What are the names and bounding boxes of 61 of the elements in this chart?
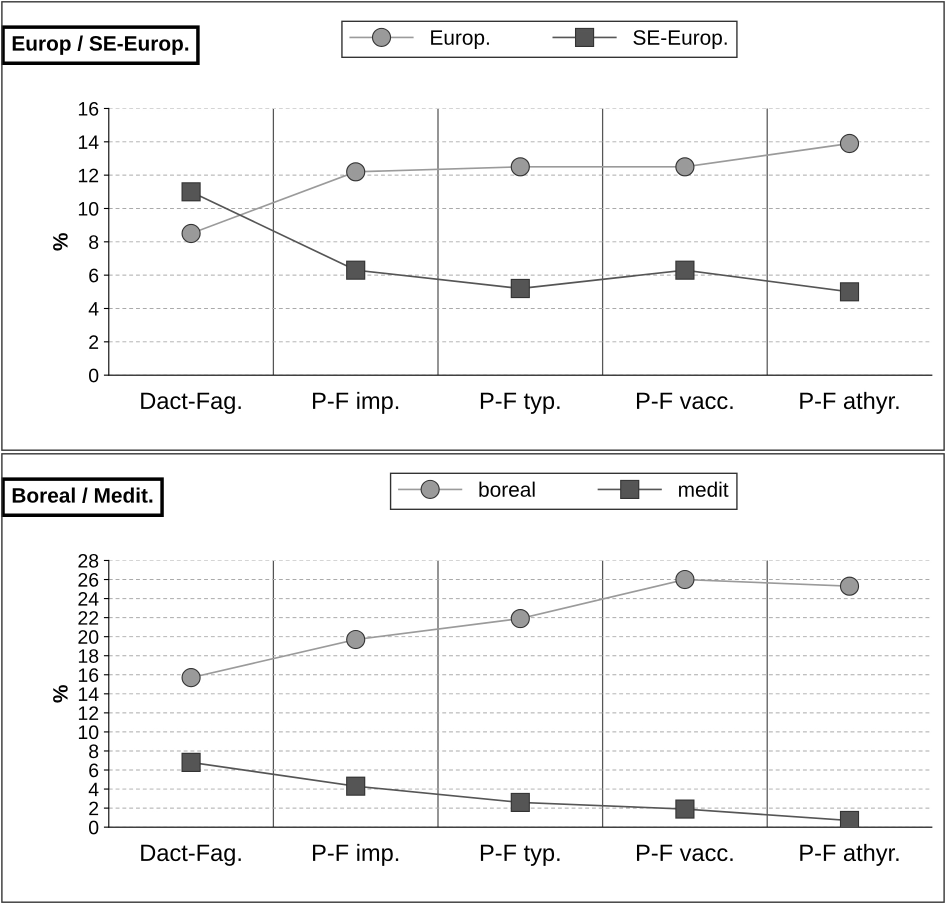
point xyxy=(346,776,366,796)
point xyxy=(182,182,201,202)
point xyxy=(182,752,201,772)
x-tick-label: P-F typ. xyxy=(480,844,560,866)
y-tick-label: 6 xyxy=(89,763,98,778)
y-tick-label: 26 xyxy=(78,572,98,587)
point xyxy=(510,608,530,628)
y-tick-label: 2 xyxy=(89,802,98,816)
y-tick-label: 18 xyxy=(78,649,98,663)
x-tick-label: P-F imp. xyxy=(313,844,398,866)
y-tick-label: 0 xyxy=(89,820,98,834)
point xyxy=(675,799,694,819)
x-tick-label: P-F vacc. xyxy=(636,392,733,410)
y-tick-label: 12 xyxy=(78,168,98,182)
point xyxy=(346,162,366,182)
legend-label: medit xyxy=(679,482,728,497)
y-tick-label: 22 xyxy=(78,611,98,625)
y-tick-label: 10 xyxy=(78,202,98,216)
x-tick-label: P-F athyr. xyxy=(800,392,899,414)
y-tick-label: 16 xyxy=(78,668,98,682)
x-tick-label: P-F athyr. xyxy=(800,844,899,866)
point xyxy=(510,792,530,812)
y-tick-label: 0 xyxy=(89,368,98,382)
y-tick-label: 14 xyxy=(78,135,98,149)
point xyxy=(675,570,694,590)
y-axis-title: % xyxy=(53,685,68,703)
y-tick-label: 12 xyxy=(78,706,98,720)
y-tick-label: 14 xyxy=(78,687,98,701)
point xyxy=(510,157,530,176)
point xyxy=(840,134,860,154)
y-tick-label: 8 xyxy=(89,744,98,758)
y-tick-label: 16 xyxy=(78,102,98,116)
legend-label: Europ. xyxy=(431,30,489,50)
point xyxy=(182,224,201,244)
y-axis-title: % xyxy=(53,233,68,251)
y-tick-label: 28 xyxy=(78,554,98,568)
y-tick-label: 2 xyxy=(89,335,98,349)
point xyxy=(182,668,201,688)
point xyxy=(346,630,366,650)
y-tick-label: 4 xyxy=(88,782,98,796)
y-tick-label: 10 xyxy=(78,725,98,740)
x-tick-label: P-F vacc. xyxy=(636,844,733,862)
chart-title: Europ / SE-Europ. xyxy=(12,35,188,55)
legend-label: boreal xyxy=(479,482,535,497)
point xyxy=(840,282,860,302)
chart-title: Boreal / Medit. xyxy=(12,487,152,504)
y-tick-label: 6 xyxy=(89,268,98,282)
x-tick-label: Dact-Fag. xyxy=(141,844,241,866)
y-tick-label: 24 xyxy=(78,592,98,606)
point xyxy=(675,260,694,280)
y-tick-label: 4 xyxy=(88,302,98,316)
y-tick-label: 8 xyxy=(89,235,98,250)
y-tick-label: 20 xyxy=(78,630,98,644)
point xyxy=(840,576,860,596)
point xyxy=(346,260,366,280)
legend-label: SE-Europ. xyxy=(633,30,727,50)
x-tick-label: P-F typ. xyxy=(480,392,560,414)
x-tick-label: Dact-Fag. xyxy=(141,392,241,414)
point xyxy=(675,157,694,176)
x-tick-label: P-F imp. xyxy=(313,392,398,414)
point xyxy=(510,278,530,298)
